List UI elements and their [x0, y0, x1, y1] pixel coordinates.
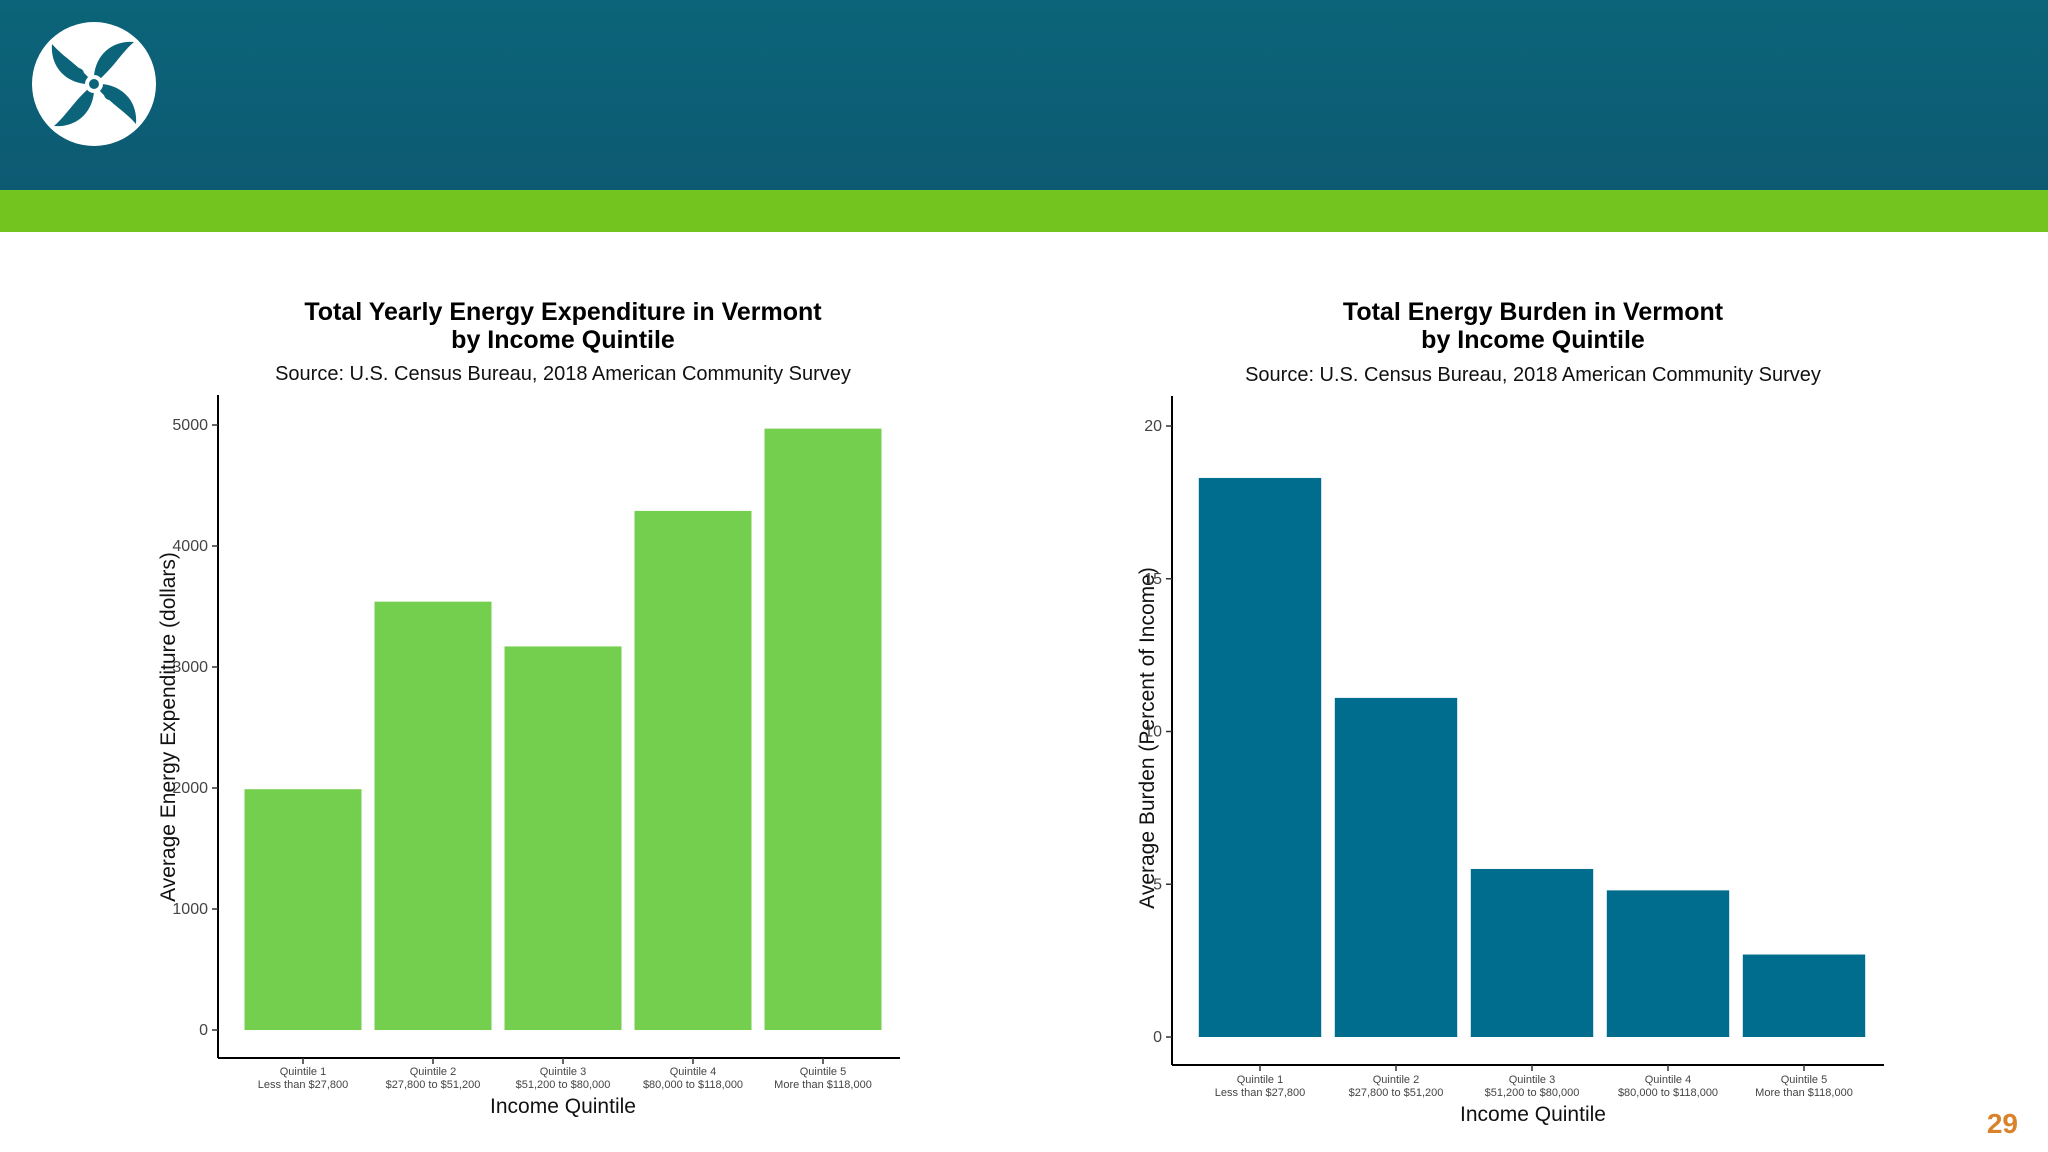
x-tick-label: $80,000 to $118,000	[643, 1079, 743, 1091]
x-tick-label: $51,200 to $80,000	[516, 1079, 611, 1091]
chart-subtitle: Source: U.S. Census Bureau, 2018 America…	[275, 363, 851, 385]
chart-subtitle: Source: U.S. Census Bureau, 2018 America…	[1245, 364, 1821, 386]
chart-title-line-1: Total Energy Burden in Vermont	[1343, 298, 1724, 326]
y-tick-label: 20	[1144, 418, 1162, 435]
x-axis-title: Income Quintile	[490, 1095, 636, 1118]
y-tick-label: 4000	[172, 538, 208, 555]
y-tick-label: 2000	[172, 780, 208, 797]
y-axis-title: Average Burden (Percent of Income)	[1136, 567, 1159, 909]
x-tick-label: Quintile 5	[800, 1066, 846, 1078]
bar	[374, 601, 492, 1030]
y-tick-label: 3000	[172, 659, 208, 676]
x-tick-label: Quintile 1	[280, 1066, 326, 1078]
x-tick-label: Quintile 4	[1645, 1074, 1691, 1086]
x-axis-title: Income Quintile	[1460, 1103, 1606, 1126]
accent-band	[0, 190, 2048, 232]
bar	[634, 510, 752, 1030]
x-tick-label: Quintile 2	[1373, 1074, 1419, 1086]
bar	[1470, 868, 1594, 1037]
bar	[244, 789, 362, 1030]
slide-number: 29	[1986, 1108, 2018, 1139]
x-tick-label: Less than $27,800	[1215, 1087, 1306, 1099]
x-tick-label: Quintile 3	[540, 1066, 586, 1078]
bar	[764, 428, 882, 1030]
bar	[504, 646, 622, 1030]
x-tick-label: Quintile 2	[410, 1066, 456, 1078]
x-tick-label: Quintile 1	[1237, 1074, 1283, 1086]
x-tick-label: $80,000 to $118,000	[1618, 1087, 1718, 1099]
bar	[1334, 697, 1458, 1037]
x-tick-label: Quintile 5	[1781, 1074, 1827, 1086]
x-tick-label: Quintile 4	[670, 1066, 716, 1078]
expenditure-bar-chart: Total Yearly Energy Expenditure in Vermo…	[157, 298, 900, 1118]
x-tick-label: More than $118,000	[774, 1079, 872, 1091]
y-tick-label: 0	[199, 1022, 208, 1039]
y-tick-label: 1000	[172, 901, 208, 918]
header-band	[0, 0, 2048, 190]
bar	[1198, 477, 1322, 1037]
x-tick-label: Quintile 3	[1509, 1074, 1555, 1086]
x-tick-label: $51,200 to $80,000	[1485, 1087, 1580, 1099]
chart-title-line-2: by Income Quintile	[451, 326, 675, 354]
y-tick-label: 0	[1153, 1029, 1162, 1046]
burden-bar-chart: Total Energy Burden in Vermont by Income…	[1136, 298, 1884, 1126]
x-tick-label: $27,800 to $51,200	[386, 1079, 481, 1091]
x-tick-label: More than $118,000	[1755, 1087, 1853, 1099]
x-tick-label: $27,800 to $51,200	[1349, 1087, 1444, 1099]
x-tick-label: Less than $27,800	[258, 1079, 349, 1091]
y-tick-label: 10	[1144, 724, 1162, 741]
bar	[1742, 954, 1866, 1037]
chart-title-line-2: by Income Quintile	[1421, 326, 1645, 354]
chart-title-line-1: Total Yearly Energy Expenditure in Vermo…	[304, 298, 822, 326]
bar	[1606, 890, 1730, 1037]
y-axis-title: Average Energy Expenditure (dollars)	[157, 552, 180, 902]
y-tick-label: 15	[1144, 571, 1162, 588]
pinwheel-logo-icon	[32, 22, 156, 146]
y-tick-label: 5000	[172, 417, 208, 434]
y-tick-label: 5	[1153, 876, 1162, 893]
